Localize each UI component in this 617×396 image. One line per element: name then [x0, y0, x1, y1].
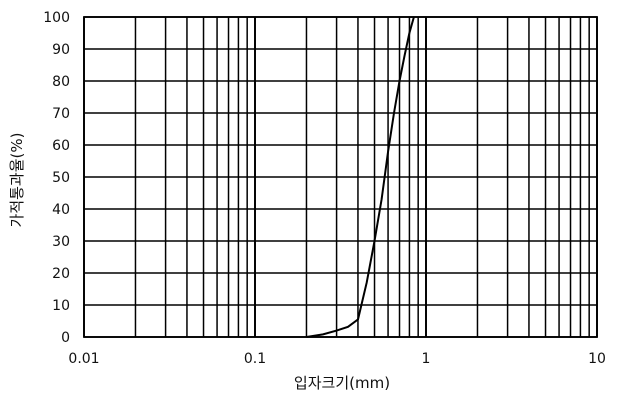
x-axis-label: 입자크기(mm) [294, 374, 390, 392]
y-tick-label: 70 [52, 106, 70, 122]
y-tick-label: 10 [52, 298, 70, 314]
y-tick-label: 20 [52, 266, 70, 282]
x-tick-label: 0.01 [68, 351, 99, 367]
y-tick-label: 0 [61, 330, 70, 346]
x-tick-label: 0.1 [244, 351, 266, 367]
y-tick-label: 30 [52, 234, 70, 250]
x-tick-label: 10 [588, 351, 606, 367]
plot-frame [83, 16, 598, 338]
y-tick-label: 90 [52, 42, 70, 58]
y-tick-label: 50 [52, 170, 70, 186]
x-tick-label: 1 [422, 351, 431, 367]
y-axis-label: 가적통과율(%) [8, 133, 26, 228]
y-tick-label: 40 [52, 202, 70, 218]
y-tick-label: 100 [43, 10, 70, 26]
y-tick-label: 80 [52, 74, 70, 90]
grid [83, 16, 598, 338]
gradation-curve [306, 16, 415, 338]
y-tick-labels: 0 10 20 30 40 50 60 70 80 90 100 [43, 10, 70, 346]
y-tick-label: 60 [52, 138, 70, 154]
x-tick-labels: 0.01 0.1 1 10 [68, 351, 606, 367]
